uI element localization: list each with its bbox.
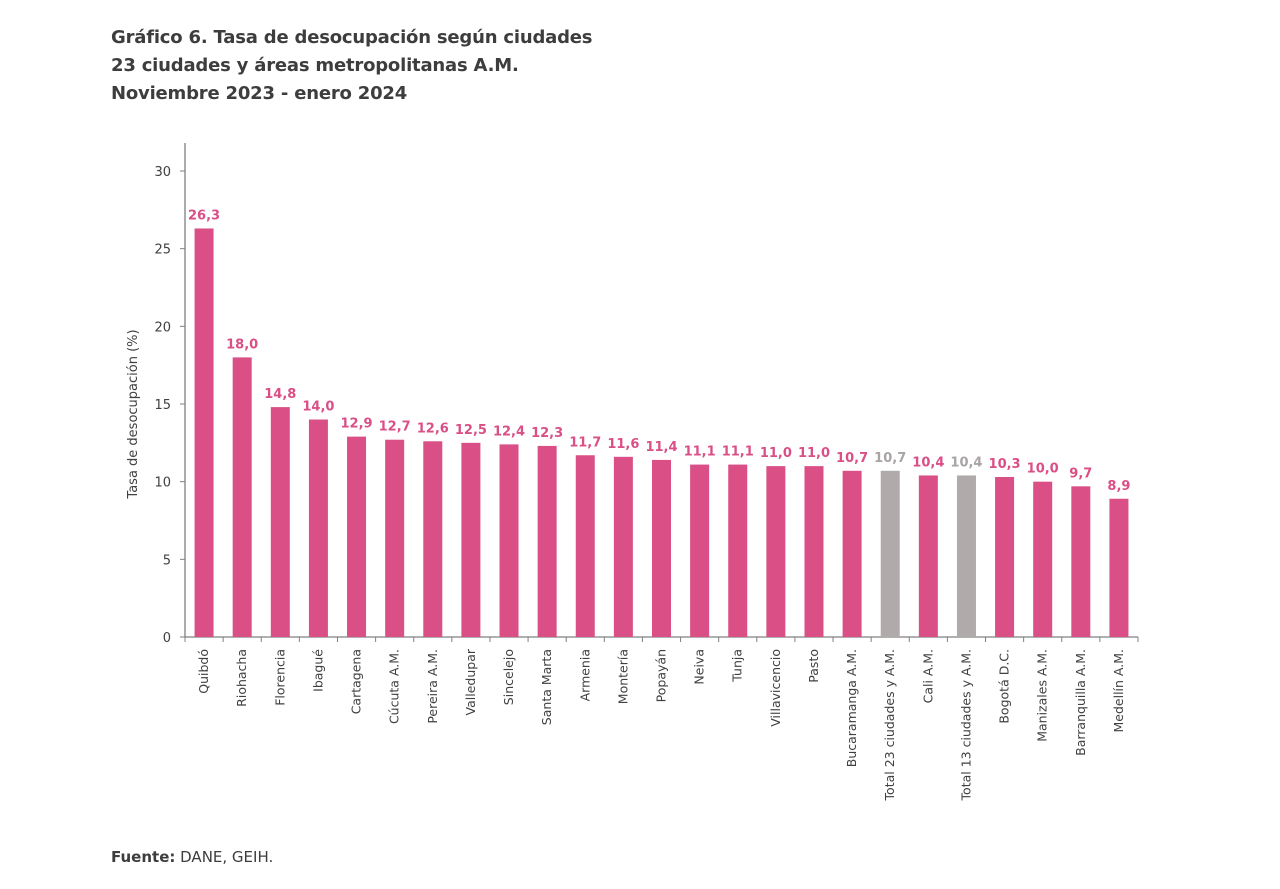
y-tick-label: 5 bbox=[163, 553, 171, 568]
category-label: Manizales A.M. bbox=[1035, 649, 1050, 742]
category-label: Tunja bbox=[730, 649, 745, 683]
value-label: 11,4 bbox=[645, 440, 677, 455]
category-labels: Quibdó Riohacha Florencia Ibagué Cartagena Cú… bbox=[196, 648, 1126, 801]
bar bbox=[423, 441, 443, 637]
bar bbox=[804, 466, 824, 637]
source-note: Fuente: DANE, GEIH. bbox=[111, 848, 273, 866]
category-label: Bogotá D.C. bbox=[997, 649, 1012, 724]
value-label: 12,6 bbox=[417, 421, 449, 436]
value-label: 10,4 bbox=[912, 455, 944, 470]
category-label: Cali A.M. bbox=[920, 649, 935, 703]
value-label: 11,1 bbox=[722, 445, 754, 460]
bar bbox=[499, 444, 519, 637]
value-label: 12,5 bbox=[455, 423, 487, 438]
category-label: Santa Marta bbox=[539, 649, 554, 725]
value-label: 10,4 bbox=[950, 455, 982, 470]
y-axis: 0 5 10 15 20 25 30 bbox=[154, 143, 186, 646]
bar bbox=[537, 445, 557, 637]
category-label: Riohacha bbox=[234, 649, 249, 707]
bar bbox=[842, 470, 862, 637]
bar bbox=[308, 419, 328, 637]
category-label: Ibagué bbox=[310, 649, 325, 692]
bar bbox=[461, 442, 481, 637]
bar bbox=[766, 466, 786, 637]
value-label: 12,4 bbox=[493, 424, 525, 439]
category-label: Valledupar bbox=[463, 648, 478, 715]
category-label: Florencia bbox=[272, 649, 287, 706]
category-label: Neiva bbox=[692, 649, 707, 685]
chart-title-line-2: 23 ciudades y áreas metropolitanas A.M. bbox=[111, 55, 519, 76]
x-axis bbox=[184, 636, 1139, 642]
category-label: Quibdó bbox=[196, 649, 211, 694]
bar bbox=[232, 357, 252, 637]
y-tick-label: 10 bbox=[154, 476, 171, 491]
category-label: Pasto bbox=[806, 649, 821, 683]
category-label: Bucaramanga A.M. bbox=[844, 649, 859, 767]
value-label: 12,7 bbox=[379, 420, 411, 435]
y-tick-label: 30 bbox=[154, 165, 171, 180]
bar bbox=[918, 475, 938, 637]
source-text: DANE, GEIH. bbox=[175, 848, 274, 866]
bar bbox=[728, 464, 748, 637]
category-label: Pereira A.M. bbox=[425, 649, 440, 724]
category-label: Cúcuta A.M. bbox=[387, 649, 402, 724]
category-label: Sincelejo bbox=[501, 649, 516, 705]
y-axis-title: Tasa de desocupación (%) bbox=[126, 329, 141, 499]
bar bbox=[575, 455, 595, 637]
bar-total bbox=[880, 470, 900, 637]
value-label: 14,0 bbox=[302, 400, 334, 415]
value-label: 11,0 bbox=[760, 446, 792, 461]
bar-total bbox=[956, 475, 976, 637]
y-tick-label: 0 bbox=[163, 631, 171, 646]
y-tick-label: 15 bbox=[154, 398, 171, 413]
chart-title-line-3: Noviembre 2023 - enero 2024 bbox=[111, 83, 408, 104]
y-tick-label: 20 bbox=[154, 320, 171, 335]
bar bbox=[652, 459, 671, 637]
category-label: Montería bbox=[615, 649, 630, 704]
category-label: Cartagena bbox=[349, 649, 364, 714]
bar bbox=[194, 228, 214, 637]
value-label: 8,9 bbox=[1107, 479, 1130, 494]
value-label: 9,7 bbox=[1069, 466, 1092, 481]
bar bbox=[613, 456, 633, 637]
category-label: Medellín A.M. bbox=[1111, 649, 1126, 732]
value-label: 11,1 bbox=[684, 445, 716, 460]
bar bbox=[1033, 481, 1053, 637]
category-label: Villavicencio bbox=[768, 649, 783, 727]
value-label: 10,7 bbox=[836, 451, 868, 466]
source-label: Fuente: bbox=[111, 848, 176, 866]
value-label: 12,9 bbox=[341, 417, 373, 432]
category-label: Barranquilla A.M. bbox=[1073, 649, 1088, 756]
value-label: 12,3 bbox=[531, 426, 563, 441]
category-label: Armenia bbox=[577, 649, 592, 701]
bar bbox=[385, 439, 405, 637]
y-tick-label: 25 bbox=[154, 243, 171, 258]
value-label: 10,7 bbox=[874, 451, 906, 466]
bar bbox=[347, 436, 367, 637]
value-label: 10,3 bbox=[989, 457, 1021, 472]
category-label: Popayán bbox=[654, 649, 669, 702]
category-label: Total 23 ciudades y A.M. bbox=[882, 649, 897, 801]
value-label: 11,0 bbox=[798, 446, 830, 461]
chart-title-line-1: Gráfico 6. Tasa de desocupación según ci… bbox=[111, 27, 593, 48]
category-label: Total 13 ciudades y A.M. bbox=[958, 649, 973, 801]
value-label: 26,3 bbox=[188, 208, 220, 223]
bar bbox=[690, 464, 710, 637]
value-label: 10,0 bbox=[1027, 462, 1059, 477]
bar bbox=[995, 477, 1015, 637]
chart-title: Gráfico 6. Tasa de desocupación según ci… bbox=[111, 24, 592, 108]
value-label: 18,0 bbox=[226, 337, 258, 352]
bar bbox=[270, 407, 290, 637]
value-labels: 26,3 18,0 14,8 14,0 12,9 12,7 12,6 12,5 12,4 12,3… bbox=[188, 208, 1130, 493]
bars bbox=[194, 228, 1129, 637]
bar bbox=[1109, 498, 1129, 637]
value-label: 14,8 bbox=[264, 387, 296, 402]
value-label: 11,7 bbox=[569, 435, 601, 450]
value-label: 11,6 bbox=[607, 437, 639, 452]
bar bbox=[1071, 486, 1091, 637]
